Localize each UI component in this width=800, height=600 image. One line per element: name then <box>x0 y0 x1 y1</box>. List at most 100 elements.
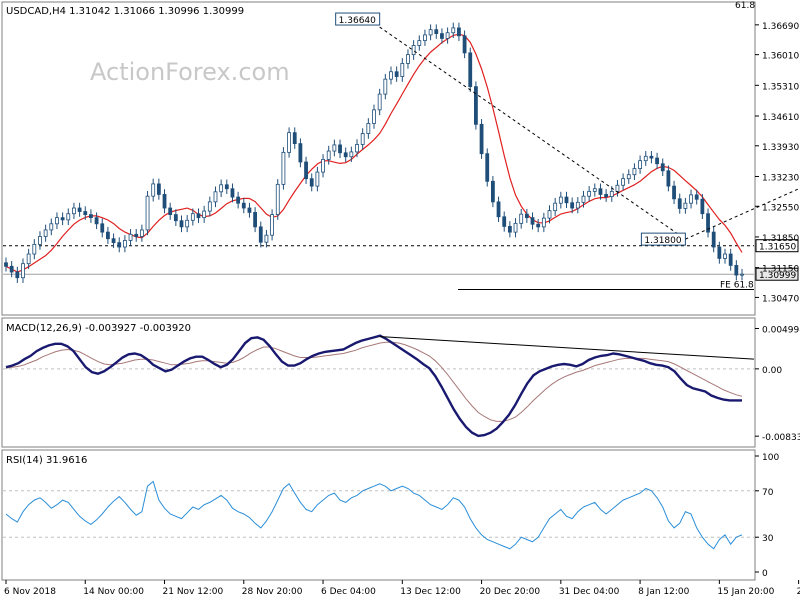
candle-body <box>649 155 654 159</box>
candle-body <box>321 158 325 173</box>
candle-body <box>207 201 212 212</box>
level-label: 1.30999 <box>759 271 796 281</box>
price-tick-label: 1.31150 <box>762 265 799 275</box>
candle-body <box>490 180 495 203</box>
candle-body <box>292 132 297 145</box>
candle-body <box>723 253 727 259</box>
candle-body <box>423 34 427 42</box>
candle-body <box>106 231 110 240</box>
candle-body <box>592 188 597 192</box>
candle-body <box>740 273 744 276</box>
candle-body <box>55 217 59 225</box>
candle-body <box>451 27 456 34</box>
rsi-tick-label: 30 <box>762 534 774 544</box>
x-tick-label: 6 Nov 2018 <box>4 587 56 597</box>
candle-body <box>609 190 614 198</box>
candle-body <box>372 109 376 124</box>
price-annotation-box <box>335 12 381 26</box>
x-tick-label: 28 Nov 20:00 <box>242 587 303 597</box>
price-corner-label: 61.8 <box>735 1 755 11</box>
x-tick-label: 14 Nov 00:00 <box>83 587 144 597</box>
candle-body <box>485 153 490 182</box>
candle-body <box>219 184 224 193</box>
price-tick-label: 1.36010 <box>762 52 799 62</box>
candle-body <box>406 54 410 64</box>
candle-body <box>185 219 190 228</box>
candle-body <box>434 29 439 35</box>
candle-body <box>247 207 252 213</box>
price-tick-label: 1.34610 <box>762 113 799 123</box>
macd-layer <box>3 334 755 438</box>
macd-tick-label: -0.00833 <box>762 433 800 443</box>
candle-body <box>706 213 710 233</box>
candle-body <box>468 52 473 88</box>
price-annotation-box <box>640 232 686 246</box>
candle-body <box>660 163 665 172</box>
candle-body <box>400 63 405 77</box>
candle-body <box>411 45 416 56</box>
price-tick-label: 1.36690 <box>762 22 799 32</box>
candle-body <box>626 174 631 180</box>
candle-body <box>389 71 393 80</box>
candle-body <box>366 123 371 134</box>
price-tick-label: 1.33230 <box>762 173 799 183</box>
candle-body <box>275 183 280 215</box>
candle-body <box>445 32 450 39</box>
x-tick-label: 15 Jan 20:00 <box>717 587 774 597</box>
candle-body <box>43 229 48 237</box>
candle-body <box>4 262 8 267</box>
candle-body <box>394 71 399 77</box>
level-label: 1.31650 <box>759 243 796 253</box>
price-panel-frame <box>1 1 756 316</box>
price-tick-label: 1.32550 <box>762 203 799 213</box>
candle-body <box>694 194 699 200</box>
candle-body <box>632 168 637 176</box>
price-annotation-label: 1.36640 <box>339 16 376 26</box>
candle-body <box>190 213 195 221</box>
candle-body <box>60 217 65 221</box>
candle-body <box>15 271 20 279</box>
candle-body <box>151 183 156 197</box>
candle-body <box>326 150 331 160</box>
candle-body <box>196 213 201 219</box>
candle-body <box>349 151 354 158</box>
candle-body <box>309 178 314 187</box>
price-tick-label: 1.30470 <box>762 294 799 304</box>
macd-panel-frame <box>1 317 756 448</box>
level-label-box <box>755 267 799 281</box>
fe-label: FE 61.8 <box>720 280 754 290</box>
candle-body <box>236 196 241 204</box>
candle-body <box>711 231 716 248</box>
candle-body <box>524 213 529 219</box>
candle-body <box>100 223 105 233</box>
candle-body <box>717 246 722 259</box>
x-tick-label: 31 Dec 04:00 <box>559 587 620 597</box>
candle-body <box>615 184 620 192</box>
candle-body <box>689 194 693 204</box>
candle-body <box>94 217 99 225</box>
candle-body <box>298 143 303 163</box>
candle-body <box>72 207 76 215</box>
candle-body <box>638 160 642 169</box>
candle-body <box>9 265 14 273</box>
candle-body <box>383 78 388 95</box>
moving-average-line <box>5 33 743 273</box>
x-tick-label: 8 Jan 12:00 <box>638 587 690 597</box>
price-annotation-label: 1.31800 <box>644 236 681 246</box>
candle-body <box>734 265 739 276</box>
rsi-title: RSI(14) 31.9616 <box>6 455 87 466</box>
x-tick-label: 21 Nov 12:00 <box>163 587 224 597</box>
price-tick-label: 1.35310 <box>762 82 799 92</box>
candle-body <box>377 93 382 111</box>
candle-body <box>570 202 575 209</box>
macd-title: MACD(12,26,9) -0.003927 -0.003920 <box>6 323 191 334</box>
price-trendline <box>379 26 686 240</box>
candle-body <box>474 86 478 125</box>
candle-body <box>672 185 676 200</box>
candle-body <box>49 223 54 231</box>
watermark: ActionForex.com <box>90 58 290 86</box>
candle-body <box>343 152 348 158</box>
candle-body <box>66 213 71 221</box>
